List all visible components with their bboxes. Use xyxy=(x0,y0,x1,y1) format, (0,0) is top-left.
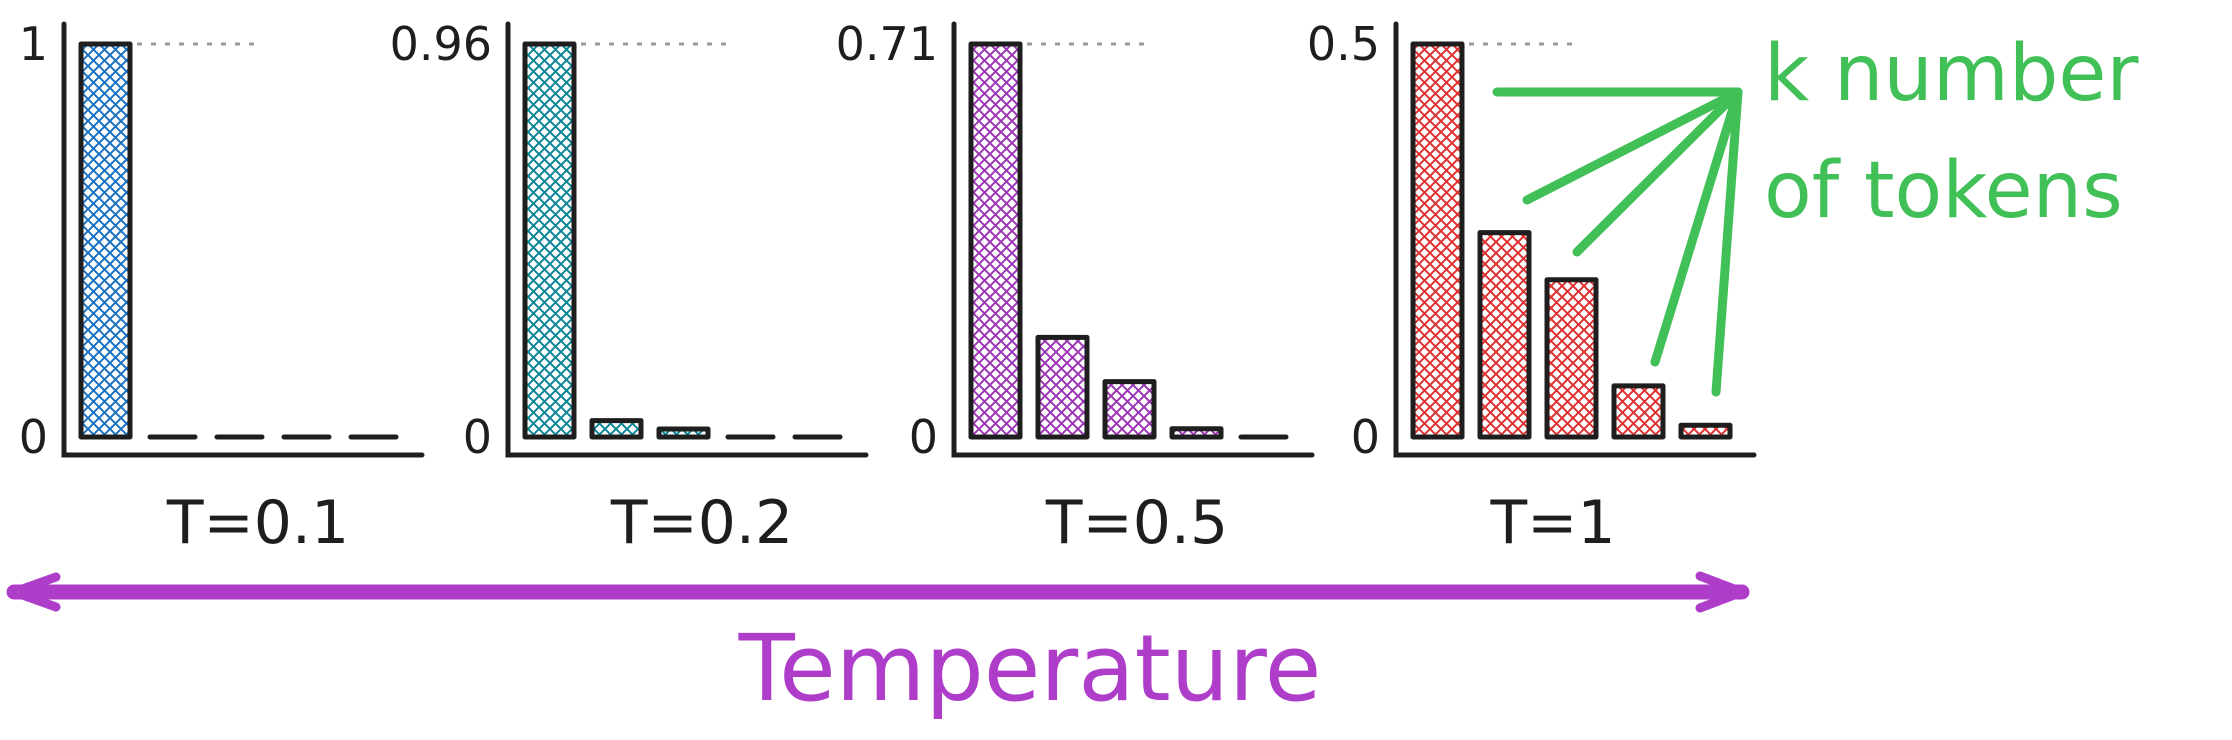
chart-axis xyxy=(1393,21,1757,458)
k-tokens-annotation: k number of tokens xyxy=(1492,29,2139,397)
annotation-line-1: k number xyxy=(1764,29,2139,119)
temperature-axis: Temperature xyxy=(6,571,1750,722)
annotation-pointer-line xyxy=(1650,87,1743,367)
y-tick-label: 0 xyxy=(1351,410,1380,464)
annotation-pointer-line xyxy=(1572,87,1743,257)
chart-axis xyxy=(505,21,869,458)
chart-panel: 0 0.71 T=0.5 xyxy=(836,17,1315,558)
bar xyxy=(1477,230,1532,440)
chart-panel: 0 0.5 T=1 xyxy=(1307,17,1757,558)
y-tick-label: 0 xyxy=(909,410,938,464)
annotation-pointer-line xyxy=(1711,87,1743,397)
y-tick-label: 0.5 xyxy=(1307,17,1380,71)
temperature-value-label: T=0.1 xyxy=(166,488,349,558)
y-tick-label: 0 xyxy=(463,410,492,464)
bar xyxy=(1169,426,1224,440)
y-tick-label: 0.71 xyxy=(836,17,938,71)
y-tick-label: 0 xyxy=(19,410,48,464)
chart-axis xyxy=(61,21,425,458)
chart-panel: 0 0.96 T=0.2 xyxy=(390,17,869,558)
temperature-label: Temperature xyxy=(738,615,1322,722)
temperature-value-label: T=0.2 xyxy=(610,488,793,558)
temperature-arrow-right-head xyxy=(1695,571,1747,613)
bar xyxy=(589,418,644,440)
bar xyxy=(1678,422,1733,440)
bar xyxy=(656,426,711,440)
bar xyxy=(1611,383,1666,440)
bar xyxy=(1102,379,1157,440)
y-tick-label: 0.96 xyxy=(390,17,492,71)
temperature-arrow-left-head xyxy=(9,572,61,612)
bar xyxy=(1544,277,1599,440)
bar xyxy=(968,41,1023,440)
annotation-pointer-line xyxy=(1522,87,1743,205)
y-tick-label: 1 xyxy=(19,17,48,71)
charts-group: 0 1 T=0.1 0 0.96 T=0.2 0 0.71 T=0.5 0 0.5 T=1 xyxy=(19,17,1757,558)
temperature-value-label: T=0.5 xyxy=(1045,488,1228,558)
temperature-value-label: T=1 xyxy=(1489,488,1615,558)
bar xyxy=(1410,41,1465,440)
bar xyxy=(522,41,577,440)
chart-axis xyxy=(951,21,1315,458)
bar xyxy=(78,41,133,440)
chart-panel: 0 1 T=0.1 xyxy=(19,17,425,558)
annotation-line-2: of tokens xyxy=(1764,146,2123,236)
bar xyxy=(1035,334,1090,440)
